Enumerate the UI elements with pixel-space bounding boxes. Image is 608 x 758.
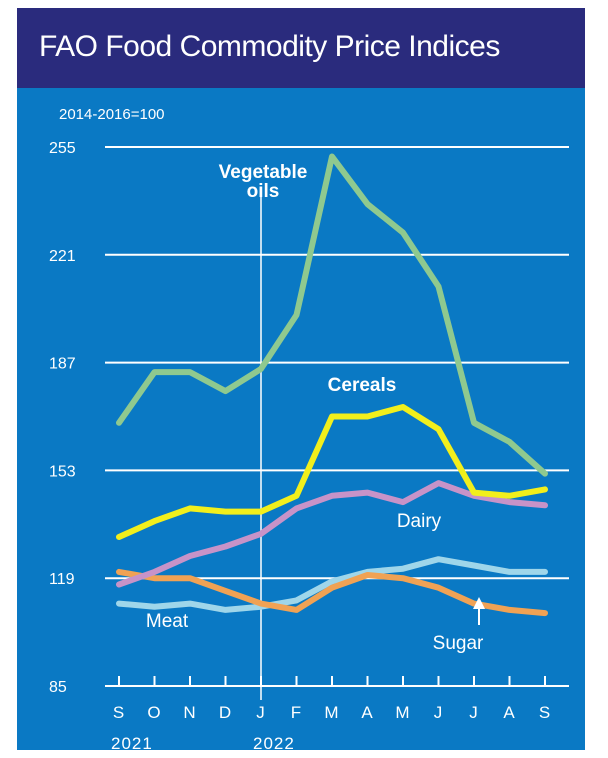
x-tick-label: O (147, 703, 161, 722)
series-line-dairy (116, 480, 548, 588)
series-lines (116, 153, 548, 617)
x-tick-label: F (291, 703, 302, 722)
y-tick-label: 187 (49, 356, 76, 373)
x-tick-label: J (469, 703, 479, 722)
x-tick-label: A (503, 703, 515, 722)
series-label: Dairy (397, 511, 442, 532)
x-tick-label: J (434, 703, 444, 722)
series-line-cereals (116, 404, 548, 540)
x-tick-label: N (183, 703, 196, 722)
y-tick-label: 153 (49, 463, 76, 480)
series-label: Vegetable oils (219, 162, 308, 202)
y-tick-labels: 85 119 153 187 221 255 (49, 140, 76, 696)
sugar-pointer-arrowhead (473, 597, 485, 609)
unit-note: 2014-2016=100 (59, 106, 165, 123)
y-tick-label: 221 (49, 248, 76, 265)
year-label: 2022 (253, 734, 295, 750)
x-tick-label: D (219, 703, 232, 722)
year-label: 2021 (111, 734, 153, 750)
y-tick-label: 85 (49, 679, 67, 696)
x-tick-label: M (324, 703, 339, 722)
series-line-vegetable-oils (116, 153, 548, 477)
chart-header: FAO Food Commodity Price Indices (17, 8, 585, 88)
series-labels: Vegetable oils Cereals Dairy Meat Sugar (146, 162, 485, 654)
x-tick-label: S (113, 703, 125, 722)
x-tick-label: A (361, 703, 373, 722)
y-tick-label: 119 (49, 571, 75, 588)
series-label: Meat (146, 611, 189, 632)
line-chart: 85 119 153 187 221 255 2014-2016=100 S O N D J F M A… (49, 106, 569, 750)
x-tick-label: M (395, 703, 410, 722)
series-label: Cereals (328, 375, 397, 396)
x-axis: S O N D J F M A M J J A S 2021 2022 (105, 676, 569, 750)
series-line-meat (116, 556, 548, 613)
chart-title: FAO Food Commodity Price Indices (39, 30, 500, 63)
y-tick-label: 255 (49, 140, 76, 157)
series-label: Sugar (433, 633, 484, 654)
x-tick-label: S (539, 703, 551, 722)
x-tick-label: J (256, 703, 266, 722)
chart-frame: FAO Food Commodity Price Indices 85 119 15… (17, 8, 585, 750)
series-line-sugar (116, 568, 548, 617)
